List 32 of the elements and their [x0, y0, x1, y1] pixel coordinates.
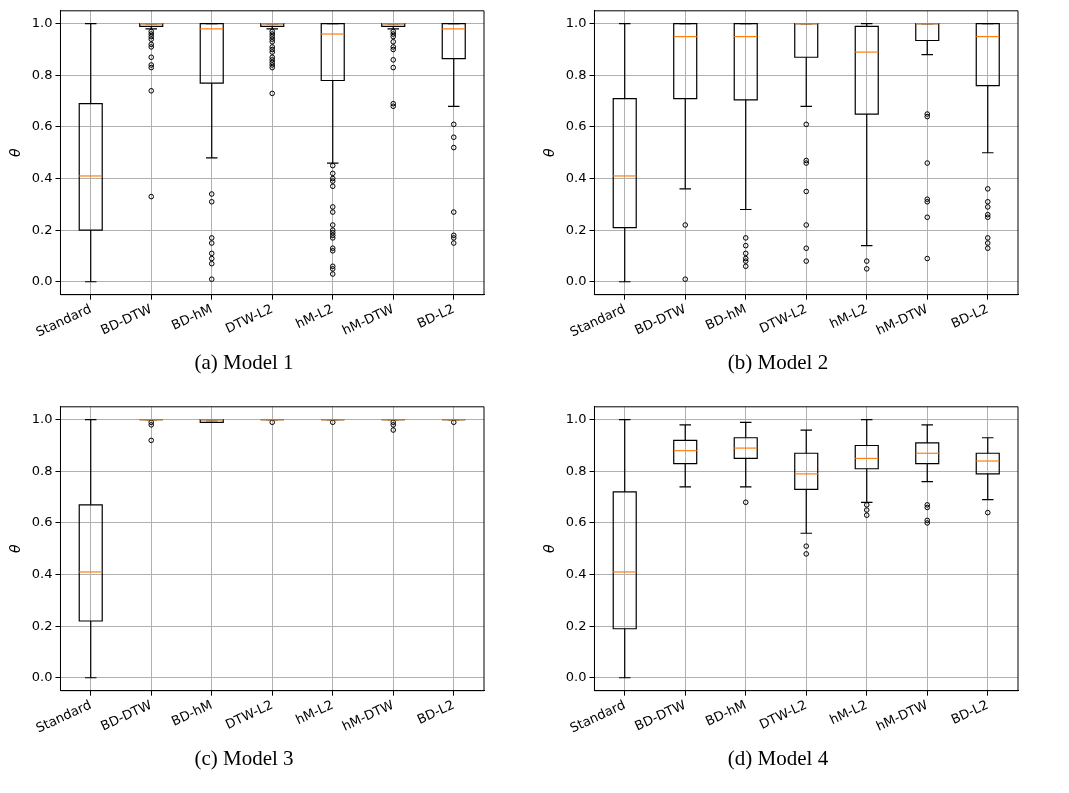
y-tick-label: 0.8: [31, 66, 53, 82]
text: (a) Model 1: [194, 349, 294, 374]
y-tick-label: 0.0: [565, 273, 587, 289]
y-tick-label: 0.0: [31, 273, 53, 289]
y-tick-label: 1.0: [565, 411, 587, 427]
y-tick-label: 1.0: [565, 15, 587, 31]
y-tick-label: 1.0: [31, 411, 53, 427]
y-tick-label: 0.8: [31, 462, 53, 478]
text: (d) Model 4: [727, 745, 829, 770]
y-tick-label: 0.0: [565, 669, 587, 685]
y-tick-label: 0.6: [565, 118, 587, 134]
y-tick-label: 0.4: [565, 565, 587, 581]
y-tick-label: 0.6: [31, 514, 53, 530]
y-tick-label: 0.2: [565, 617, 587, 633]
y-axis-title: θ: [7, 544, 24, 554]
y-tick-label: 0.8: [565, 462, 587, 478]
y-tick-label: 0.2: [31, 221, 53, 237]
y-axis-title: θ: [7, 148, 24, 158]
y-tick-label: 0.4: [565, 169, 587, 185]
y-axis-title: θ: [541, 148, 558, 158]
y-tick-label: 0.6: [31, 118, 53, 134]
y-tick-label: 0.8: [565, 66, 587, 82]
text: (c) Model 3: [194, 745, 294, 770]
text: (b) Model 2: [727, 349, 829, 374]
y-tick-label: 0.2: [31, 617, 53, 633]
y-tick-label: 0.0: [31, 669, 53, 685]
y-tick-label: 0.4: [31, 169, 53, 185]
y-tick-label: 0.6: [565, 514, 587, 530]
y-tick-label: 1.0: [31, 15, 53, 31]
y-tick-label: 0.2: [565, 221, 587, 237]
y-tick-label: 0.4: [31, 565, 53, 581]
y-axis-title: θ: [541, 544, 558, 554]
